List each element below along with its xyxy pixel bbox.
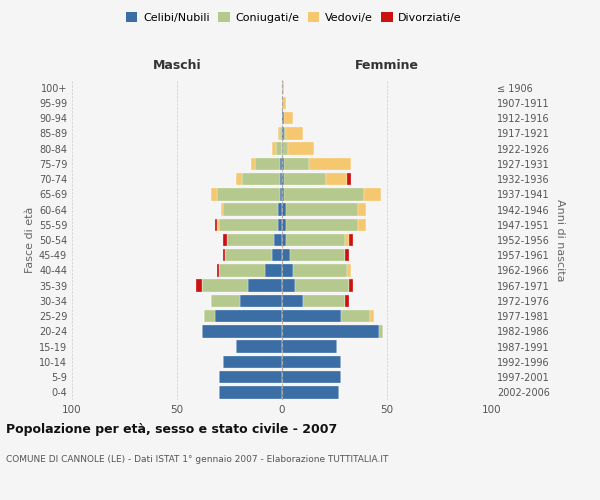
Bar	[221, 204, 223, 216]
Bar	[219, 264, 265, 276]
Bar	[276, 142, 282, 155]
Bar	[278, 127, 280, 140]
Bar	[223, 249, 226, 262]
Text: Femmine: Femmine	[355, 58, 419, 71]
Bar	[202, 280, 248, 292]
Bar	[310, 158, 352, 170]
Bar	[202, 325, 282, 338]
Bar	[282, 142, 289, 155]
Text: Popolazione per età, sesso e stato civile - 2007: Popolazione per età, sesso e stato civil…	[6, 422, 337, 436]
Bar	[219, 386, 282, 398]
Bar	[278, 204, 282, 216]
Bar	[282, 204, 286, 216]
Bar	[282, 127, 284, 140]
Y-axis label: Fasce di età: Fasce di età	[25, 207, 35, 273]
Bar	[282, 294, 303, 307]
Bar	[290, 249, 345, 262]
Bar	[236, 340, 282, 353]
Bar	[280, 127, 282, 140]
Bar	[217, 218, 219, 231]
Bar	[271, 142, 276, 155]
Bar	[223, 234, 227, 246]
Bar	[223, 204, 278, 216]
Bar	[254, 158, 280, 170]
Bar	[282, 356, 341, 368]
Bar	[282, 173, 284, 186]
Y-axis label: Anni di nascita: Anni di nascita	[555, 198, 565, 281]
Bar	[217, 188, 280, 200]
Bar	[370, 310, 374, 322]
Bar	[282, 325, 379, 338]
Bar	[282, 218, 286, 231]
Bar	[326, 173, 347, 186]
Bar	[282, 249, 290, 262]
Bar	[215, 218, 217, 231]
Bar	[293, 264, 347, 276]
Bar	[278, 218, 282, 231]
Bar	[265, 264, 282, 276]
Bar	[282, 386, 338, 398]
Bar	[349, 280, 353, 292]
Bar	[204, 310, 215, 322]
Bar	[211, 188, 217, 200]
Bar	[271, 249, 282, 262]
Bar	[347, 264, 352, 276]
Bar	[236, 173, 242, 186]
Bar	[341, 310, 370, 322]
Bar	[211, 294, 240, 307]
Bar	[282, 280, 295, 292]
Bar	[282, 158, 284, 170]
Bar	[280, 158, 282, 170]
Bar	[219, 218, 278, 231]
Bar	[295, 280, 349, 292]
Bar	[345, 234, 349, 246]
Bar	[226, 249, 271, 262]
Bar	[284, 173, 326, 186]
Bar	[240, 294, 282, 307]
Bar	[227, 234, 274, 246]
Bar	[280, 173, 282, 186]
Bar	[303, 294, 345, 307]
Bar	[286, 218, 358, 231]
Bar	[251, 158, 254, 170]
Bar	[345, 294, 349, 307]
Bar	[347, 173, 352, 186]
Bar	[349, 234, 353, 246]
Bar	[282, 264, 293, 276]
Legend: Celibi/Nubili, Coniugati/e, Vedovi/e, Divorziati/e: Celibi/Nubili, Coniugati/e, Vedovi/e, Di…	[122, 8, 466, 28]
Bar	[217, 264, 219, 276]
Bar	[284, 127, 286, 140]
Bar	[358, 218, 366, 231]
Bar	[248, 280, 282, 292]
Bar	[280, 188, 282, 200]
Bar	[284, 188, 364, 200]
Bar	[242, 173, 280, 186]
Bar	[282, 188, 284, 200]
Bar	[282, 371, 341, 384]
Bar	[215, 310, 282, 322]
Text: COMUNE DI CANNOLE (LE) - Dati ISTAT 1° gennaio 2007 - Elaborazione TUTTITALIA.IT: COMUNE DI CANNOLE (LE) - Dati ISTAT 1° g…	[6, 455, 388, 464]
Bar	[379, 325, 383, 338]
Bar	[286, 204, 358, 216]
Bar	[282, 82, 284, 94]
Bar	[196, 280, 202, 292]
Bar	[286, 127, 303, 140]
Bar	[282, 340, 337, 353]
Bar	[358, 204, 366, 216]
Bar	[223, 356, 282, 368]
Bar	[364, 188, 381, 200]
Bar	[289, 142, 314, 155]
Text: Maschi: Maschi	[152, 58, 202, 71]
Bar	[284, 112, 293, 124]
Bar	[282, 234, 286, 246]
Bar	[284, 158, 310, 170]
Bar	[282, 112, 284, 124]
Bar	[282, 310, 341, 322]
Bar	[282, 96, 286, 109]
Bar	[345, 249, 349, 262]
Bar	[219, 371, 282, 384]
Bar	[286, 234, 345, 246]
Bar	[274, 234, 282, 246]
